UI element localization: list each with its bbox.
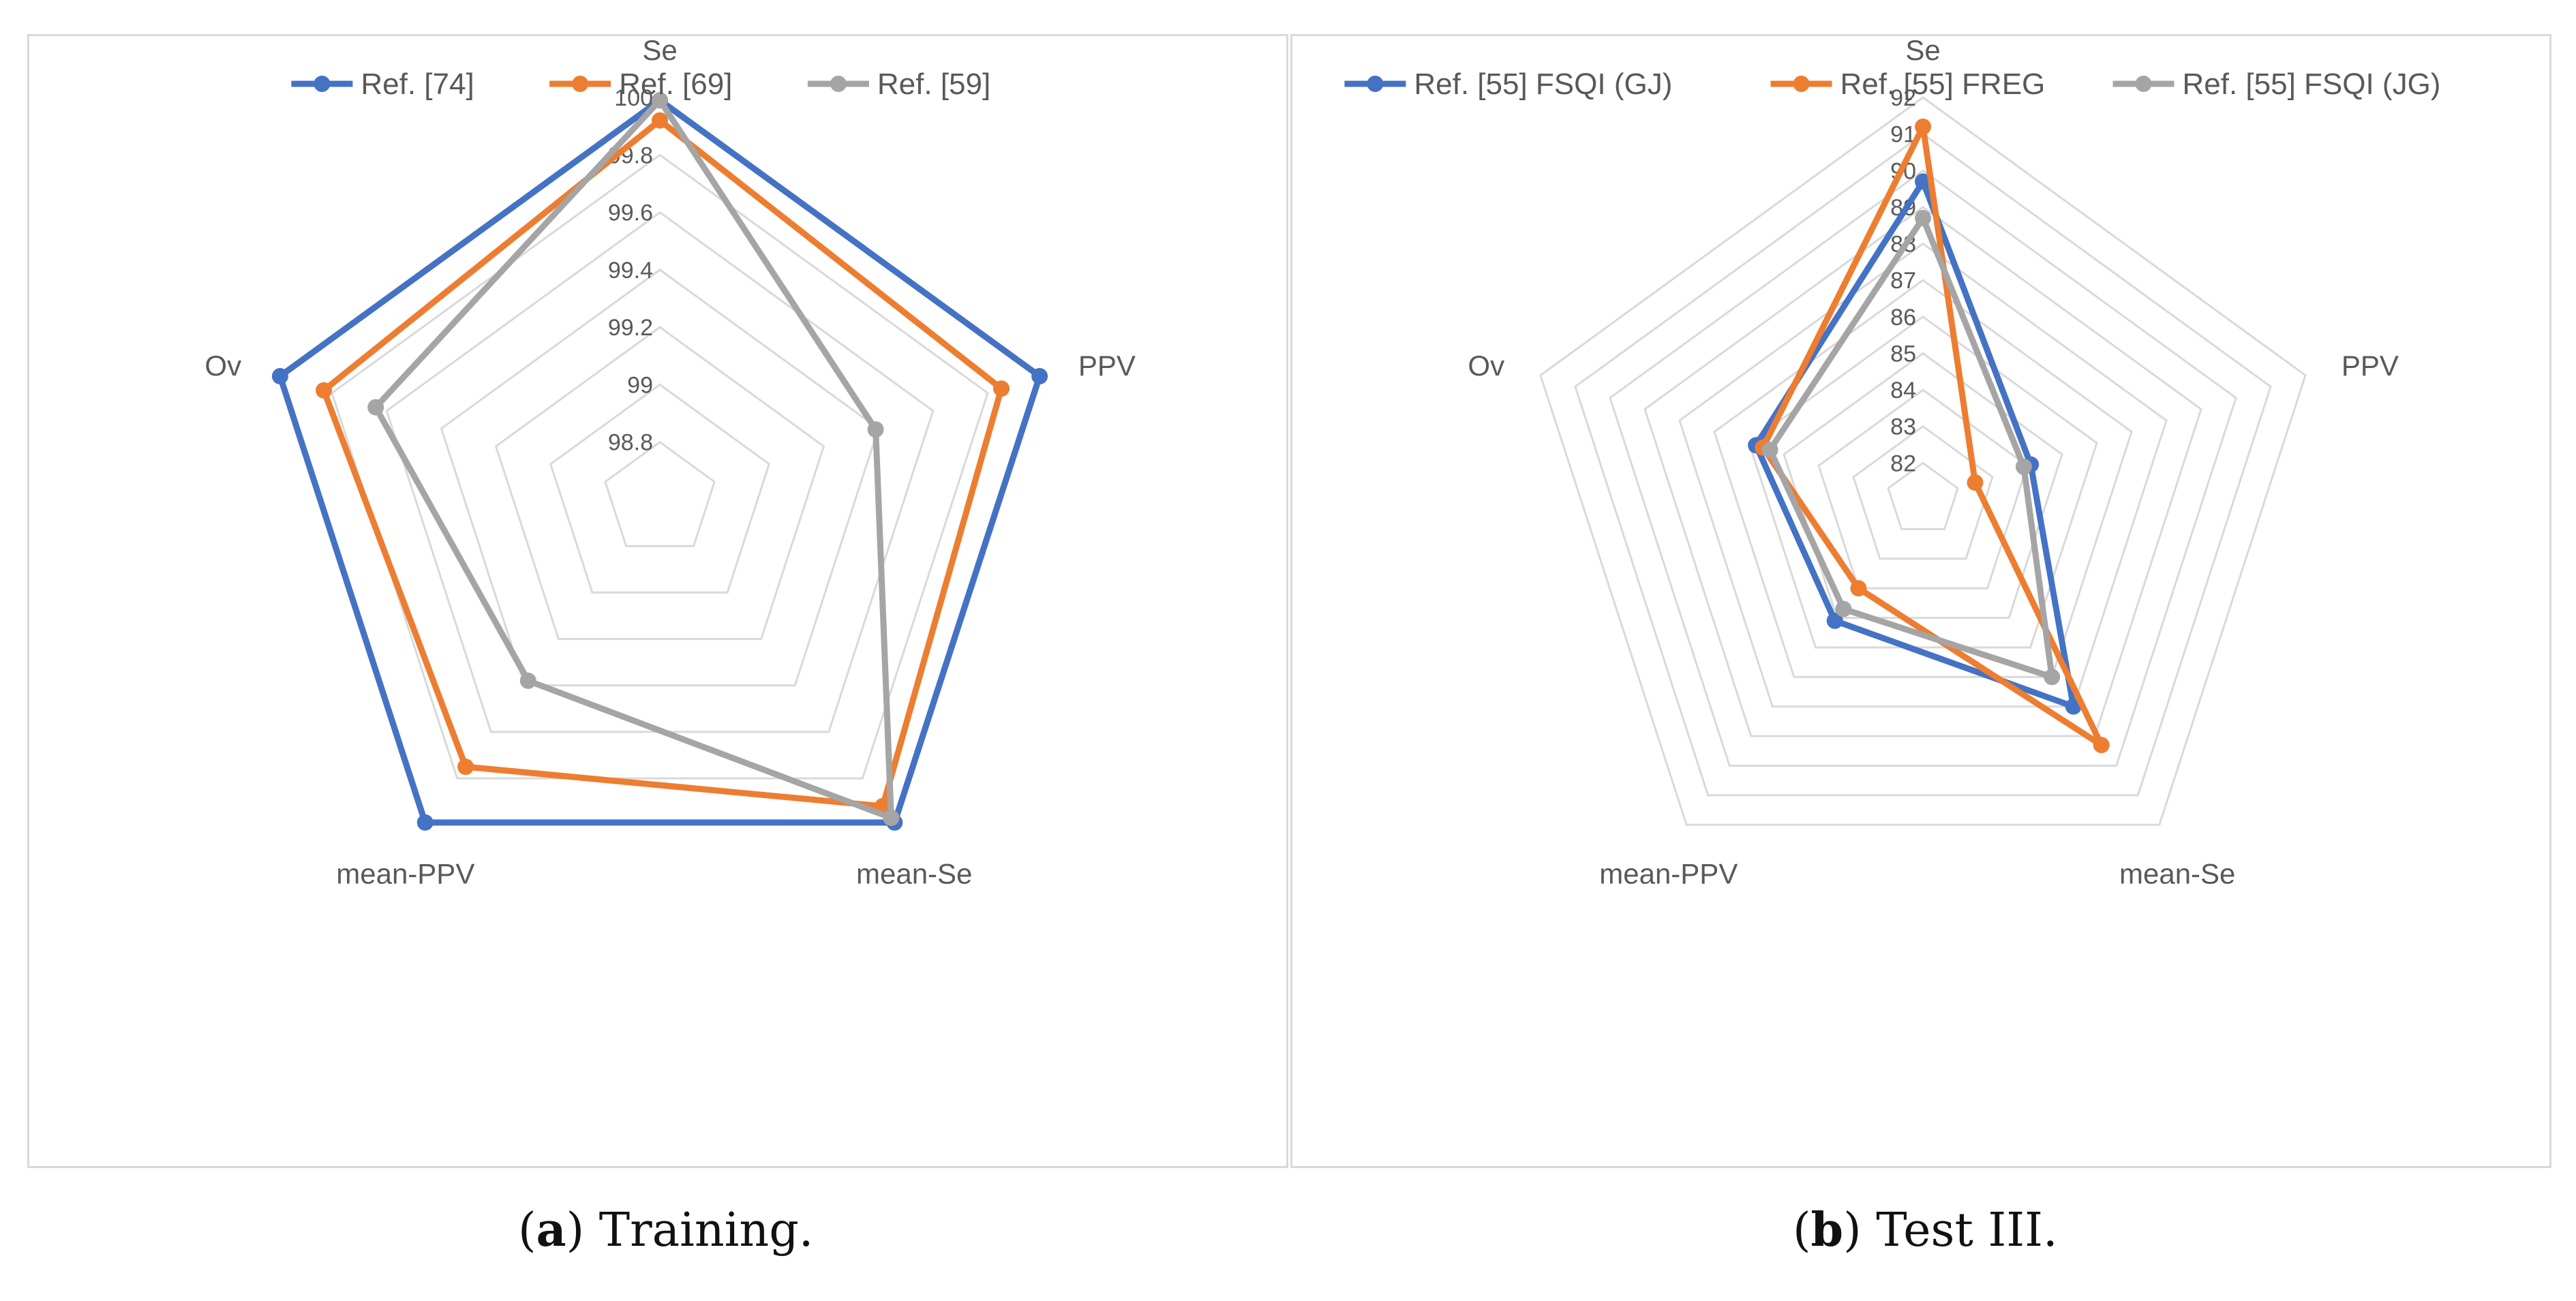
legend-label-a-ref-69: Ref. [69] bbox=[619, 67, 732, 101]
data-point-b-ref-55-freg-mean-se bbox=[2093, 737, 2110, 754]
tick-label-b-83: 83 bbox=[1890, 414, 1916, 440]
legend-label-b-ref-55-fsqi-gj: Ref. [55] FSQI (GJ) bbox=[1414, 67, 1672, 101]
gridline-a-98-8 bbox=[604, 440, 716, 547]
tick-label-a-99: 99 bbox=[627, 372, 653, 398]
legend-label-b-ref-55-fsqi-jg: Ref. [55] FSQI (JG) bbox=[2183, 67, 2441, 101]
gridline-b-84 bbox=[1817, 388, 2029, 590]
legend-label-b-ref-55-freg: Ref. [55] FREG bbox=[1840, 67, 2046, 101]
tick-label-a-99-2: 99.2 bbox=[608, 315, 653, 341]
axis-label-a-mean-se: mean-Se bbox=[856, 858, 972, 890]
data-point-a-ref-59-ppv bbox=[867, 421, 884, 438]
data-point-b-ref-55-fsqi-jg-mean-ppv bbox=[1835, 600, 1852, 617]
gridline-a-99-4 bbox=[440, 269, 880, 687]
axis-label-b-se: Se bbox=[1905, 36, 1940, 66]
data-point-b-ref-55-fsqi-jg-se bbox=[1915, 210, 1931, 226]
caption-a-letter: a bbox=[536, 1203, 566, 1257]
data-point-a-ref-74-mean-ppv bbox=[416, 814, 434, 831]
data-point-a-ref-74-ov bbox=[271, 368, 288, 384]
gridline-a-99-2 bbox=[494, 326, 825, 641]
tick-label-b-85: 85 bbox=[1890, 341, 1916, 367]
data-point-a-ref-69-se bbox=[652, 112, 668, 129]
legend-swatch-marker-a-ref-59 bbox=[830, 76, 847, 92]
caption-b-close-paren: ) bbox=[1843, 1204, 1862, 1257]
data-point-b-ref-55-freg-mean-ppv bbox=[1850, 580, 1867, 597]
radar-chart-b: 8283848586878889909192SePPVmean-Semean-P… bbox=[1344, 36, 2441, 890]
tick-label-b-92: 92 bbox=[1890, 85, 1916, 111]
axis-label-b-mean-se: mean-Se bbox=[2119, 858, 2235, 890]
data-point-a-ref-74-ppv bbox=[1031, 368, 1048, 384]
tick-label-a-99-4: 99.4 bbox=[608, 258, 653, 284]
legend-label-a-ref-59: Ref. [59] bbox=[877, 67, 990, 101]
tick-label-b-82: 82 bbox=[1890, 450, 1916, 476]
caption-a-text: Training. bbox=[584, 1204, 814, 1257]
axis-label-b-ov: Ov bbox=[1468, 350, 1504, 382]
data-point-a-ref-59-mean-se bbox=[883, 810, 900, 827]
axis-label-a-se: Se bbox=[642, 36, 677, 66]
legend-swatch-marker-b-ref-55-freg bbox=[1793, 76, 1810, 92]
data-point-a-ref-69-ov bbox=[316, 382, 332, 399]
data-point-b-ref-55-fsqi-gj-mean-ppv bbox=[1826, 612, 1843, 629]
tick-label-b-87: 87 bbox=[1890, 268, 1916, 294]
gridline-b-82 bbox=[1887, 461, 1959, 530]
gridline-b-91 bbox=[1574, 132, 2272, 797]
axis-label-a-mean-ppv: mean-PPV bbox=[336, 858, 474, 890]
gridline-b-90 bbox=[1609, 169, 2237, 767]
gridline-b-87 bbox=[1713, 279, 2133, 678]
gridline-b-83 bbox=[1852, 425, 1994, 560]
caption-b-letter: b bbox=[1810, 1203, 1844, 1257]
gridline-b-85 bbox=[1783, 352, 2063, 619]
caption-a: (a) Training. bbox=[518, 1203, 813, 1257]
legend-label-a-ref-74: Ref. [74] bbox=[361, 67, 474, 101]
chart-panel-a: 98.8 99 99.2 99.4 99.6 99.8 100 Se PPV mean-Se mea… bbox=[27, 34, 1288, 1168]
caption-a-close-paren: ) bbox=[566, 1204, 585, 1257]
axis-label-a-ov: Ov bbox=[204, 350, 241, 382]
data-point-b-ref-55-freg-ppv bbox=[1967, 474, 1984, 491]
gridline-b-92 bbox=[1539, 96, 2307, 826]
axis-label-a-ppv: PPV bbox=[1078, 350, 1136, 382]
series-line-a-ref-74 bbox=[277, 97, 1043, 826]
caption-b: (b) Test III. bbox=[1793, 1203, 2058, 1257]
legend-swatch-marker-a-ref-74 bbox=[314, 76, 331, 92]
tick-label-a-99-6: 99.6 bbox=[608, 200, 653, 226]
gridline-b-88 bbox=[1678, 242, 2168, 708]
legend-swatch-marker-a-ref-69 bbox=[572, 76, 589, 92]
data-point-b-ref-55-freg-se bbox=[1915, 118, 1931, 135]
chart-panel-b: 82 83 84 85 86 87 88 89 90 91 92 Se PPV mean-Se mean-P… bbox=[1290, 34, 2551, 1168]
data-point-a-ref-69-ppv bbox=[993, 380, 1010, 397]
data-point-b-ref-55-fsqi-jg-ov bbox=[1761, 442, 1778, 459]
gridline-a-99 bbox=[549, 383, 771, 594]
radar-chart-a: 98.89999.299.499.699.8100SePPVmean-Semea… bbox=[204, 36, 1136, 890]
axis-label-b-mean-ppv: mean-PPV bbox=[1599, 858, 1738, 890]
data-point-a-ref-59-se bbox=[652, 92, 668, 109]
tick-label-b-84: 84 bbox=[1890, 378, 1916, 403]
data-point-b-ref-55-fsqi-gj-se bbox=[1915, 173, 1931, 190]
data-point-a-ref-59-mean-ppv bbox=[519, 672, 536, 689]
series-line-b-ref-55-fsqi-jg bbox=[1767, 215, 2055, 680]
caption-a-open-paren: ( bbox=[518, 1204, 536, 1257]
gridline-a-99-6 bbox=[385, 211, 935, 733]
series-line-b-ref-55-freg bbox=[1759, 123, 2105, 748]
legend-swatch-marker-b-ref-55-fsqi-gj bbox=[1367, 76, 1384, 92]
tick-label-b-86: 86 bbox=[1890, 305, 1916, 331]
series-line-a-ref-69 bbox=[320, 117, 1005, 810]
data-point-a-ref-69-mean-ppv bbox=[457, 759, 474, 776]
caption-b-open-paren: ( bbox=[1793, 1204, 1811, 1257]
gridline-b-89 bbox=[1643, 206, 2202, 737]
series-line-a-ref-59 bbox=[372, 97, 894, 821]
gridline-a-99-8 bbox=[331, 153, 989, 780]
data-point-b-ref-55-fsqi-jg-mean-se bbox=[2044, 669, 2061, 686]
caption-b-text: Test III. bbox=[1861, 1204, 2058, 1257]
data-point-b-ref-55-fsqi-jg-ppv bbox=[2015, 458, 2032, 475]
axis-label-b-ppv: PPV bbox=[2342, 350, 2399, 382]
data-point-a-ref-59-ov bbox=[367, 399, 384, 416]
tick-label-a-98-8: 98.8 bbox=[608, 430, 653, 456]
legend-swatch-marker-b-ref-55-fsqi-jg bbox=[2135, 76, 2152, 92]
